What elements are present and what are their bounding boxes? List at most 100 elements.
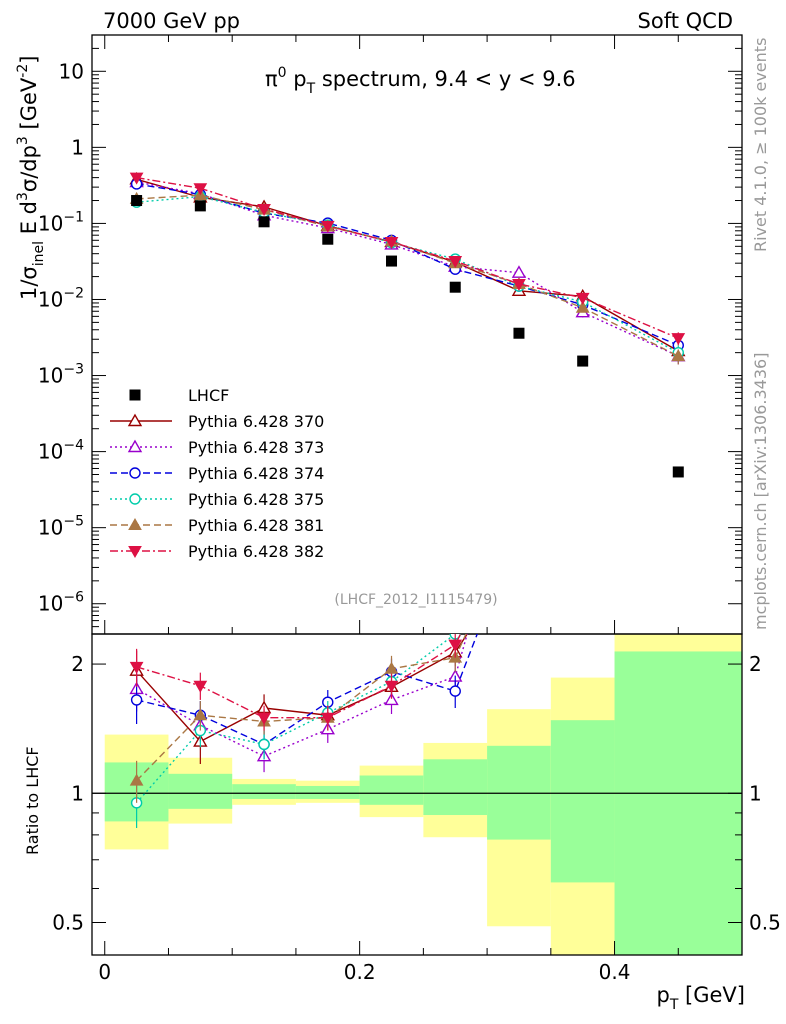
lhcf-data-point [258, 216, 270, 228]
ratio-series-point [193, 680, 208, 693]
legend-label: Pythia 6.428 373 [188, 438, 324, 457]
main-series-point [575, 300, 590, 313]
lhcf-data-point [194, 200, 206, 212]
lhcf-data-point [449, 281, 461, 293]
ratio-series-point [384, 680, 399, 693]
legend-entry-lhcf: LHCF [129, 386, 229, 405]
lhcf-data-point [513, 327, 525, 339]
main-series-point [320, 220, 335, 233]
legend-marker [128, 546, 142, 559]
lhcf-data-point [672, 466, 684, 478]
main-series [129, 172, 686, 346]
main-series-point [129, 172, 144, 185]
ratio-series-point [384, 692, 399, 706]
legend-label: Pythia 6.428 370 [188, 412, 324, 431]
ratio-series-point [513, 513, 525, 524]
legend: LHCF Pythia 6.428 370 Pythia 6.428 373 Pyth… [110, 386, 324, 561]
ratio-series-point [513, 444, 525, 455]
legend-label: Pythia 6.428 381 [188, 516, 324, 535]
main-axes: 10 1 10−1 10−2 10−3 10−4 10−5 10−6 [38, 34, 743, 634]
analysis-id-watermark: (LHCF_2012_I1115479) [334, 592, 497, 608]
lhcf-data-point [577, 355, 589, 367]
main-series-group [129, 171, 686, 365]
ratio-band-green [423, 759, 488, 816]
main-y-tick-label: 10 [59, 59, 84, 83]
ratio-series-point [513, 548, 525, 559]
main-y-tick-label: 10−1 [38, 209, 84, 235]
main-y-tick-label: 10−6 [38, 590, 84, 616]
ratio-y-tick-label: 0.5 [52, 910, 84, 934]
main-y-tick-label: 10−4 [38, 438, 84, 464]
ratio-series-point [129, 661, 144, 674]
main-y-axis-label: 1/σinel E d3σ/dp3 [GeV-2] [15, 56, 47, 300]
legend-entry: Pythia 6.428 374 [110, 464, 324, 483]
legend-marker [127, 413, 143, 427]
main-series-point [257, 203, 271, 216]
ratio-series-point [384, 661, 399, 674]
ratio-series-point [448, 639, 463, 652]
main-series-point [671, 349, 686, 362]
legend-entry: Pythia 6.428 373 [110, 438, 324, 457]
main-series-point [512, 278, 526, 291]
main-series [129, 171, 686, 361]
main-series-line [136, 181, 679, 357]
ratio-band-green [614, 651, 742, 955]
ratio-y-tick-label-right: 1 [749, 781, 762, 805]
legend-marker-lhcf [129, 389, 141, 401]
lhcf-data-point [322, 233, 334, 245]
ratio-band-green [232, 784, 296, 799]
ratio-plot-frame [91, 633, 743, 956]
legend-label-lhcf: LHCF [188, 386, 229, 405]
ratio-series-point [514, 521, 524, 531]
ratio-band-green [550, 720, 615, 883]
legend-marker [129, 467, 141, 479]
ratio-axes: 2 2 1 1 0.5 0.5 0 0.2 0.4 [52, 652, 781, 984]
main-series-line [136, 176, 679, 339]
main-series-line [136, 178, 679, 352]
ratio-series-point [513, 511, 525, 522]
ratio-series-group [129, 444, 525, 829]
lhcf-data-point [131, 195, 143, 207]
main-series [130, 178, 684, 353]
main-y-tick-label: 10−3 [38, 362, 84, 388]
main-series-line [136, 194, 679, 357]
main-y-tick-label: 10−5 [38, 514, 84, 540]
ratio-series [129, 513, 525, 731]
header-energy-label: 7000 GeV pp [103, 9, 240, 33]
ratio-y-axis-label: Ratio to LHCF [23, 746, 42, 855]
header-process-label: Soft QCD [638, 9, 733, 33]
legend-marker [129, 493, 141, 505]
main-series-point [193, 183, 208, 196]
ratio-series-point [320, 712, 335, 725]
main-series [129, 174, 686, 365]
ratio-uncertainty-bands [104, 634, 742, 955]
mcplots-credit-label: mcplots.cern.ch [arXiv:1306.3436] [751, 353, 770, 630]
main-series-point [448, 256, 463, 269]
ratio-series-point [130, 694, 143, 706]
x-tick-label: 0.2 [344, 960, 376, 984]
x-tick-label: 0.4 [599, 960, 631, 984]
main-series [129, 188, 686, 365]
main-series-line [136, 183, 679, 346]
ratio-band-green [295, 785, 360, 799]
ratio-series-point [449, 685, 461, 697]
main-data-points [131, 195, 684, 478]
ratio-series-point [257, 712, 271, 725]
ratio-series-point [258, 738, 270, 751]
main-series-point [671, 333, 686, 346]
main-series-line [136, 195, 679, 354]
legend-entry: Pythia 6.428 370 [110, 412, 324, 431]
legend-marker [128, 517, 142, 530]
lhcf-data-point [386, 255, 398, 267]
ratio-y-tick-label-right: 0.5 [749, 910, 781, 934]
rivet-version-label: Rivet 4.1.0, ≥ 100k events [751, 38, 770, 252]
ratio-y-tick-label: 2 [71, 652, 84, 676]
ratio-series-point [129, 773, 144, 786]
legend-entry: Pythia 6.428 382 [110, 542, 324, 561]
legend-label: Pythia 6.428 374 [188, 464, 324, 483]
main-y-tick-label: 10−2 [38, 285, 84, 311]
x-axis-label: pT [GeV] [656, 983, 745, 1013]
main-series-point [384, 236, 399, 249]
ratio-band-green [359, 775, 424, 805]
